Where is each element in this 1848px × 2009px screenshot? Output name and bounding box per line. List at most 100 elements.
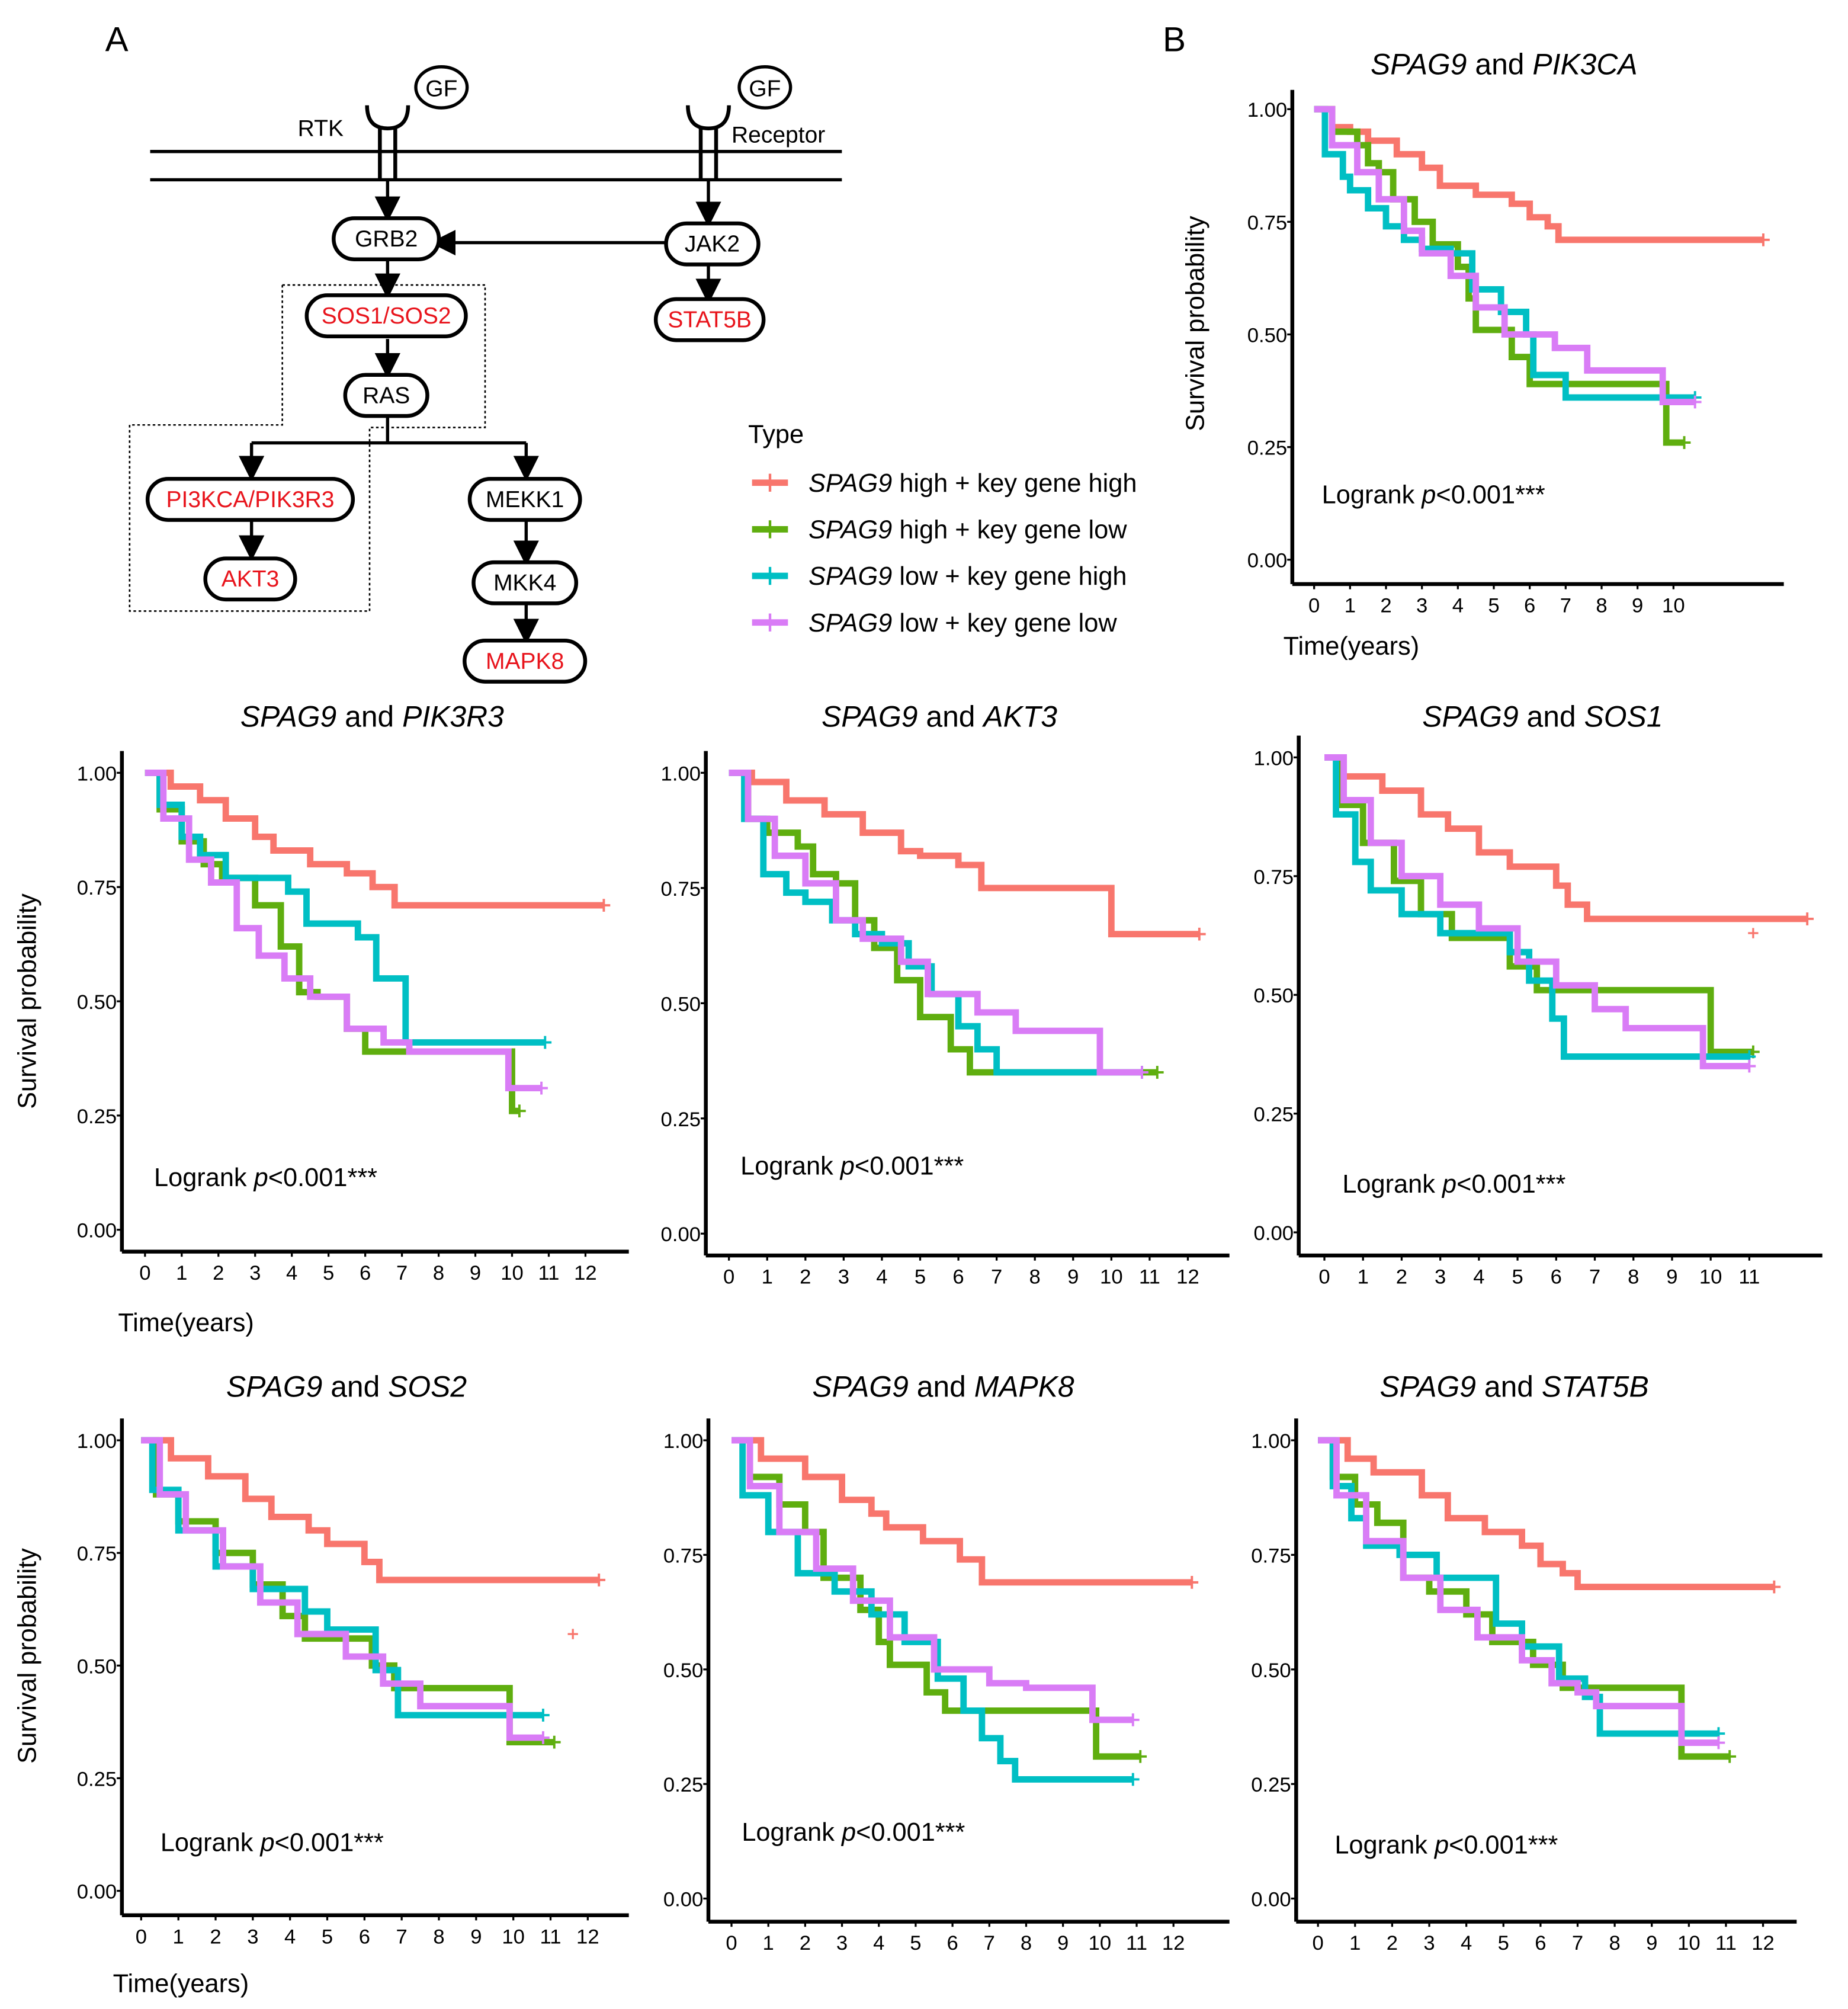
y-tick-label: 0.50 xyxy=(77,1655,117,1678)
node-box xyxy=(343,373,429,418)
x-tick-label: 11 xyxy=(540,1925,562,1948)
x-tick-label: 5 xyxy=(322,1925,333,1948)
y-tick-label: 0.00 xyxy=(77,1220,117,1242)
survival-curve-series-1 xyxy=(1318,1437,1775,1591)
legend-gene: SPAG9 xyxy=(808,609,892,637)
censor-mark xyxy=(1135,1066,1148,1079)
x-tick-label: 7 xyxy=(1560,595,1571,617)
x-tick-label: 0 xyxy=(139,1262,150,1284)
panel-label-b: B xyxy=(1163,21,1186,59)
x-tick-label: 8 xyxy=(1029,1266,1041,1289)
x-tick-label: 4 xyxy=(873,1932,884,1954)
logrank-annotation: Logrank p<0.001*** xyxy=(161,1828,384,1857)
x-tick-label: 9 xyxy=(470,1262,481,1284)
censor-mark xyxy=(1743,1059,1756,1073)
y-tick-label: 0.25 xyxy=(1247,437,1287,460)
censor-mark xyxy=(1757,233,1770,246)
x-tick-label: 11 xyxy=(1738,1266,1760,1289)
x-tick-label: 11 xyxy=(1139,1266,1160,1289)
survival-curve-series-4 xyxy=(1318,1437,1719,1747)
y-tick-label: 1.00 xyxy=(1254,747,1294,770)
legend-label: SPAG9 low + key gene high xyxy=(808,562,1127,591)
p-symbol: p xyxy=(840,1818,856,1847)
x-tick-label: 1 xyxy=(176,1262,187,1284)
title-gene2: PIK3CA xyxy=(1532,48,1637,81)
receptor-label: Receptor xyxy=(732,123,825,148)
survival-curve-series-2 xyxy=(145,769,519,1114)
x-tick-label: 10 xyxy=(1100,1266,1123,1289)
title-gene2: SOS2 xyxy=(388,1370,467,1403)
logrank-label: Logrank xyxy=(154,1164,254,1192)
censor-mark xyxy=(1677,436,1691,449)
chart-title: SPAG9 and MAPK8 xyxy=(812,1370,1074,1403)
x-tick-label: 12 xyxy=(574,1262,597,1284)
legend-text: low + key gene high xyxy=(892,562,1127,591)
survival-curve-series-3 xyxy=(1324,754,1750,1060)
x-tick-label: 6 xyxy=(1551,1266,1562,1289)
y-tick-label: 0.75 xyxy=(663,1545,703,1567)
x-tick-label: 7 xyxy=(1589,1266,1600,1289)
survival-curve-series-1 xyxy=(141,1437,599,1584)
x-tick-label: 8 xyxy=(1021,1932,1032,1954)
y-tick-label: 0.50 xyxy=(77,991,117,1014)
x-tick-label: 1 xyxy=(1358,1266,1369,1289)
censor-mark xyxy=(547,1735,561,1749)
x-tick-label: 8 xyxy=(433,1262,444,1284)
x-tick-label: 9 xyxy=(1057,1932,1069,1954)
y-tick-label: 0.75 xyxy=(1251,1545,1291,1567)
legend-text: high + key gene high xyxy=(892,469,1137,498)
y-tick-label: 0.75 xyxy=(1254,866,1294,889)
x-tick-label: 10 xyxy=(500,1262,524,1284)
logrank-label: Logrank xyxy=(161,1828,261,1857)
p-value: <0.001*** xyxy=(275,1828,384,1857)
node-box xyxy=(463,638,588,684)
survival-curve-series-3 xyxy=(145,769,546,1046)
censor-mark xyxy=(1748,928,1759,938)
x-tick-label: 5 xyxy=(1512,1266,1523,1289)
x-tick-label: 8 xyxy=(433,1925,444,1948)
x-tick-label: 2 xyxy=(800,1266,811,1289)
x-tick-label: 6 xyxy=(952,1266,964,1289)
receptor-icon xyxy=(686,105,731,180)
y-tick-label: 1.00 xyxy=(77,1430,117,1453)
logrank-label: Logrank xyxy=(1342,1170,1442,1199)
x-tick-label: 2 xyxy=(1396,1266,1407,1289)
pathway-node: SOS1/SOS2 xyxy=(304,293,468,338)
survival-curve-series-2 xyxy=(1324,754,1753,1055)
censor-mark xyxy=(1193,927,1206,941)
legend-item: SPAG9 high + key gene low xyxy=(752,516,1127,544)
y-tick-label: 1.00 xyxy=(77,762,117,785)
chart-title: SPAG9 and SOS2 xyxy=(226,1370,467,1403)
y-tick-label: 0.00 xyxy=(77,1881,117,1904)
censor-mark xyxy=(1767,1580,1781,1594)
title-and: and xyxy=(1476,1370,1542,1403)
title-and: and xyxy=(1519,700,1584,733)
censor-mark xyxy=(537,1709,550,1722)
survival-curve-series-4 xyxy=(145,769,542,1092)
logrank-annotation: Logrank p<0.001*** xyxy=(1322,480,1545,509)
node-label: SOS1/SOS2 xyxy=(322,303,451,329)
survival-curve-series-3 xyxy=(1314,105,1695,401)
x-tick-label: 1 xyxy=(1349,1932,1361,1954)
p-value: <0.001*** xyxy=(268,1164,377,1192)
km-chart-sos1: SPAG9 and SOS1 0.00 0.25 0.50 0.75 1.00 0 1 2 3 4 5… xyxy=(1254,700,1823,1289)
censor-mark xyxy=(513,1104,526,1118)
x-tick-label: 10 xyxy=(1089,1932,1112,1954)
x-tick-label: 3 xyxy=(836,1932,848,1954)
chart-title: SPAG9 and AKT3 xyxy=(822,700,1057,733)
chart-title: SPAG9 and STAT5B xyxy=(1380,1370,1649,1403)
y-tick-label: 0.25 xyxy=(77,1106,117,1128)
x-tick-label: 5 xyxy=(910,1932,921,1954)
title-gene2: SOS1 xyxy=(1584,700,1663,733)
censor-mark xyxy=(1150,1066,1164,1079)
y-tick-label: 0.25 xyxy=(77,1768,117,1790)
x-tick-label: 4 xyxy=(286,1262,297,1284)
x-tick-label: 12 xyxy=(1751,1932,1775,1954)
y-tick-label: 0.00 xyxy=(1247,550,1287,572)
x-tick-label: 2 xyxy=(1380,595,1391,617)
y-tick-label: 1.00 xyxy=(1251,1430,1291,1453)
survival-curve-series-4 xyxy=(1324,754,1750,1069)
